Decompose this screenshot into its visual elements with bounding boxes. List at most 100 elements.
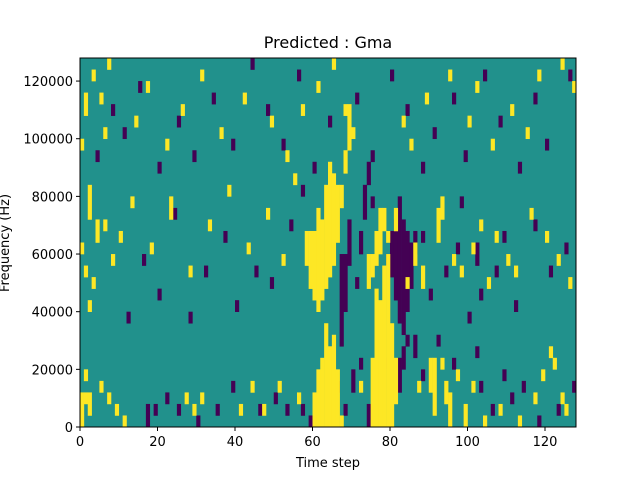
heatmap-cell-high — [277, 380, 282, 393]
heatmap-cell-high — [529, 207, 534, 220]
heatmap-cell-high — [351, 127, 356, 140]
axes: 0 20 40 60 80 100 120 0 20000 40000 60000 80000 1000… — [23, 57, 577, 450]
heatmap-cell-high — [308, 230, 313, 289]
heatmap-cell-high — [118, 230, 123, 243]
x-tick-label: 60 — [304, 435, 321, 450]
heatmap-cell-high — [219, 127, 224, 140]
heatmap-cell-high — [374, 230, 379, 266]
heatmap-cell-high — [320, 219, 325, 301]
heatmap-cell-high — [80, 392, 85, 416]
heatmap-cell-high — [556, 254, 561, 266]
heatmap-cell-high — [293, 173, 298, 186]
heatmap-cell-low — [204, 265, 209, 278]
heatmap-cell-low — [250, 58, 255, 70]
heatmap-cell-high — [572, 81, 577, 93]
heatmap-cell-high — [498, 403, 503, 416]
heatmap-cell-high — [80, 138, 85, 151]
heatmap-cell-high — [285, 150, 290, 163]
heatmap-cell-high — [103, 127, 108, 140]
heatmap-cell-low — [397, 196, 402, 324]
heatmap-cell-high — [316, 81, 321, 93]
heatmap-cell-low — [173, 207, 178, 220]
heatmap-cell-low — [111, 104, 116, 116]
heatmap-cell-high — [297, 392, 302, 405]
heatmap-cell-high — [490, 138, 495, 151]
heatmap-cell-high — [87, 184, 92, 220]
heatmap-cell-low — [502, 230, 507, 243]
heatmap-cell-high — [238, 403, 244, 416]
y-axis-label: Frequency (Hz) — [0, 194, 13, 292]
heatmap-cell-low — [479, 288, 484, 301]
heatmap-cell-high — [320, 357, 325, 428]
y-tick-label: 60000 — [32, 248, 73, 263]
heatmap-cell-low — [428, 288, 433, 301]
heatmap-cell-high — [331, 58, 337, 70]
chart-title: Predicted : Gma — [264, 33, 392, 52]
heatmap-cell-high — [471, 242, 476, 255]
heatmap-cell-low — [409, 242, 414, 289]
heatmap-cell-low — [436, 334, 441, 347]
heatmap-cell-low — [355, 277, 360, 289]
heatmap-cell-low — [421, 369, 426, 382]
heatmap-cell-high — [304, 230, 309, 266]
heatmap-cell-high — [386, 230, 391, 243]
heatmap-cell-low — [548, 265, 554, 278]
heatmap-cell-low — [479, 380, 484, 393]
heatmap-cell-low — [421, 230, 426, 243]
heatmap-cell-high — [83, 369, 89, 382]
heatmap-cell-high — [200, 392, 205, 405]
heatmap-cells — [80, 58, 577, 428]
heatmap-cell-low — [533, 219, 538, 232]
heatmap-cell-low — [281, 138, 286, 151]
heatmap-cell-high — [184, 392, 189, 405]
heatmap-cell-low — [475, 242, 480, 266]
heatmap-cell-low — [176, 115, 182, 128]
heatmap-cell-low — [421, 161, 426, 174]
heatmap-cell-high — [483, 415, 488, 428]
heatmap-cell-high — [266, 207, 271, 220]
heatmap-cell-low — [533, 92, 538, 105]
heatmap-cell-high — [568, 277, 573, 289]
heatmap-cell-low — [157, 288, 162, 301]
heatmap-cell-low — [215, 403, 220, 416]
heatmap-cell-high — [440, 196, 445, 220]
heatmap-cell-high — [541, 369, 546, 382]
heatmap-cell-high — [130, 196, 135, 209]
x-tick-label: 0 — [76, 435, 84, 450]
heatmap-cell-low — [126, 311, 131, 324]
heatmap-cell-high — [448, 69, 453, 82]
heatmap-cell-high — [393, 207, 399, 232]
heatmap-cell-low — [359, 357, 364, 370]
heatmap-cell-high — [413, 242, 418, 266]
heatmap-cell-low — [432, 127, 437, 140]
heatmap-cell-high — [328, 346, 333, 428]
heatmap-cell-low — [312, 161, 317, 174]
heatmap-cell-high — [207, 219, 213, 232]
heatmap-cell-high — [300, 104, 306, 116]
heatmap-cell-low — [231, 380, 236, 393]
heatmap-cell-high — [405, 277, 410, 289]
heatmap-cell-low — [269, 277, 275, 289]
x-tick-label: 40 — [227, 435, 244, 450]
heatmap-cell-low — [397, 357, 402, 393]
heatmap-cell-high — [421, 265, 426, 289]
heatmap-cell-low — [145, 403, 151, 428]
heatmap-cell-high — [312, 230, 317, 301]
heatmap-cell-low — [285, 403, 290, 416]
heatmap-cell-high — [192, 403, 197, 416]
heatmap-cell-high — [87, 392, 92, 416]
y-tick-label: 20000 — [32, 363, 73, 378]
heatmap-cell-low — [393, 219, 399, 301]
heatmap-cell-high — [475, 81, 480, 93]
heatmap-cell-low — [176, 403, 182, 416]
heatmap-cell-high — [99, 92, 104, 105]
heatmap-cell-high — [83, 392, 89, 405]
heatmap-cell-low — [401, 219, 406, 336]
heatmap-cell-high — [114, 403, 120, 416]
heatmap-cell-low — [347, 219, 352, 266]
heatmap-cell-high — [424, 92, 430, 105]
heatmap-cell-high — [246, 242, 251, 255]
heatmap-cell-high — [347, 104, 352, 151]
heatmap-cell-high — [335, 369, 340, 428]
heatmap-cell-high — [448, 392, 453, 428]
